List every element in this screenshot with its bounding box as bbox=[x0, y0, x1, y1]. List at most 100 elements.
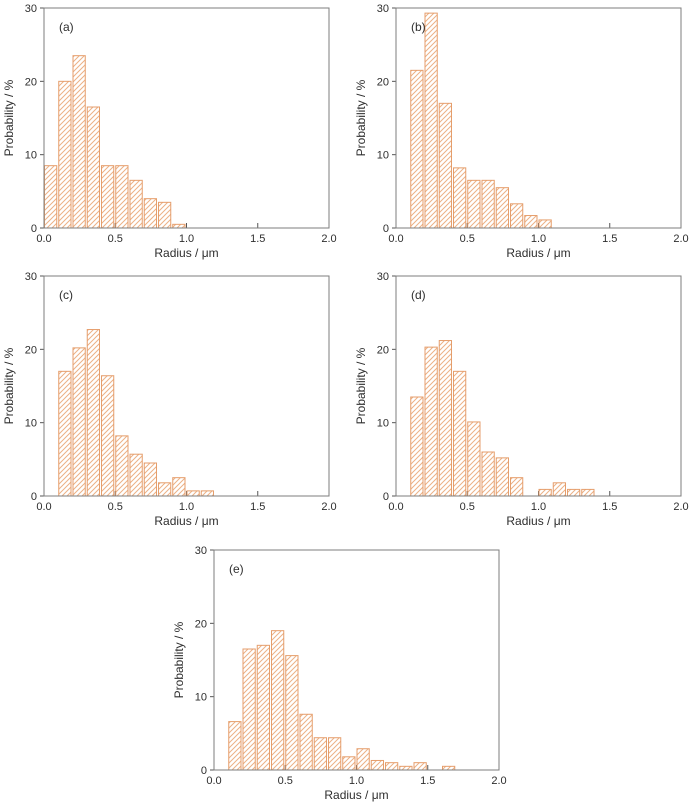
histogram-bar bbox=[72, 55, 86, 229]
y-axis-label: Probability / % bbox=[2, 347, 16, 424]
x-axis-label: Radius / μm bbox=[154, 246, 218, 260]
histogram-bar bbox=[72, 347, 86, 497]
x-tick-label: 1.0 bbox=[531, 501, 546, 513]
histogram-bar bbox=[467, 179, 481, 229]
x-tick-label: 0.0 bbox=[36, 233, 51, 245]
histogram-bar bbox=[495, 457, 509, 497]
histogram-bar bbox=[552, 482, 566, 497]
x-tick-label: 1.5 bbox=[602, 501, 617, 513]
histogram-bar bbox=[410, 396, 424, 497]
y-tick-label: 0 bbox=[201, 765, 207, 777]
histogram-bar bbox=[115, 165, 129, 229]
histogram-bar bbox=[172, 223, 186, 229]
histogram-bar bbox=[172, 477, 186, 497]
panel-label: (c) bbox=[59, 288, 73, 302]
x-tick-label: 2.0 bbox=[673, 501, 688, 513]
histogram-bar bbox=[44, 165, 58, 229]
histogram-bar bbox=[86, 329, 100, 497]
x-tick-label: 1.5 bbox=[250, 233, 265, 245]
histogram-bar bbox=[524, 215, 538, 229]
panel-c: 0.0 0.5 1.0 1.5 2.0 0 10 20 30 Radius / μm Probabi… bbox=[0, 268, 346, 530]
plot-frame bbox=[395, 275, 682, 497]
y-tick-label: 10 bbox=[377, 150, 389, 162]
histogram-bar bbox=[567, 488, 581, 497]
y-tick-label: 20 bbox=[195, 618, 207, 630]
y-tick-label: 0 bbox=[383, 491, 389, 503]
histogram-bar bbox=[481, 451, 495, 497]
histogram-bar bbox=[242, 648, 256, 771]
histogram-bar bbox=[453, 370, 467, 497]
y-tick-label: 10 bbox=[25, 418, 37, 430]
x-tick-label: 0.0 bbox=[388, 233, 403, 245]
histogram-bar bbox=[370, 759, 384, 771]
histogram-svg-e: 0.0 0.5 1.0 1.5 2.0 0 10 20 30 Radius / μm Probabi… bbox=[172, 545, 507, 802]
histogram-bar bbox=[510, 477, 524, 497]
x-tick-label: 1.5 bbox=[420, 775, 435, 787]
x-tick-label: 0.0 bbox=[206, 775, 221, 787]
histogram-bar bbox=[86, 106, 100, 229]
histogram-bar bbox=[143, 198, 157, 229]
histogram-bar bbox=[313, 737, 327, 771]
histogram-bar bbox=[186, 490, 200, 497]
y-tick-label: 30 bbox=[377, 3, 389, 15]
y-axis-label: Probability / % bbox=[172, 621, 186, 698]
x-tick-label: 0.5 bbox=[278, 775, 293, 787]
plot-frame bbox=[213, 549, 500, 771]
y-tick-label: 10 bbox=[25, 150, 37, 162]
histogram-bar bbox=[228, 721, 242, 771]
plot-frame bbox=[43, 275, 330, 497]
y-tick-label: 10 bbox=[195, 692, 207, 704]
y-tick-label: 30 bbox=[195, 545, 207, 557]
x-tick-label: 1.0 bbox=[179, 501, 194, 513]
histogram-bar bbox=[58, 370, 72, 497]
histogram-bar bbox=[129, 179, 143, 229]
x-tick-label: 1.0 bbox=[179, 233, 194, 245]
x-tick-label: 2.0 bbox=[673, 233, 688, 245]
panel-b: 0.0 0.5 1.0 1.5 2.0 0 10 20 30 Radius / μm Probabi… bbox=[352, 0, 698, 262]
y-tick-label: 20 bbox=[25, 76, 37, 88]
x-axis-label: Radius / μm bbox=[154, 514, 218, 528]
histogram-bar bbox=[413, 762, 427, 771]
panel-label: (b) bbox=[411, 20, 426, 34]
histogram-bar bbox=[424, 346, 438, 497]
x-tick-label: 0.0 bbox=[36, 501, 51, 513]
y-tick-label: 20 bbox=[377, 344, 389, 356]
histogram-bar bbox=[101, 375, 115, 497]
histogram-bar bbox=[495, 187, 509, 229]
histogram-bar bbox=[424, 12, 438, 229]
histogram-bar bbox=[399, 765, 413, 771]
histogram-bar bbox=[438, 340, 452, 497]
histogram-bar bbox=[510, 203, 524, 229]
histogram-bar bbox=[101, 165, 115, 229]
panel-d: 0.0 0.5 1.0 1.5 2.0 0 10 20 30 Radius / μm Probabi… bbox=[352, 268, 698, 530]
histogram-bar bbox=[581, 488, 595, 497]
histogram-bar bbox=[481, 179, 495, 229]
x-axis-label: Radius / μm bbox=[506, 246, 570, 260]
histogram-bar bbox=[115, 435, 129, 497]
histogram-bar bbox=[538, 488, 552, 497]
y-tick-label: 0 bbox=[31, 491, 37, 503]
histogram-bar bbox=[256, 644, 270, 771]
x-tick-label: 1.5 bbox=[602, 233, 617, 245]
plot-frame bbox=[43, 7, 330, 229]
y-tick-label: 20 bbox=[377, 76, 389, 88]
x-tick-label: 2.0 bbox=[321, 501, 336, 513]
panel-a: 0.0 0.5 1.0 1.5 2.0 0 10 20 30 Radius / μm Probabi… bbox=[0, 0, 346, 262]
histogram-bar bbox=[438, 102, 452, 229]
histogram-bar bbox=[342, 756, 356, 771]
histogram-bar bbox=[538, 219, 552, 229]
histogram-bar bbox=[285, 655, 299, 771]
histogram-bar bbox=[453, 167, 467, 229]
histogram-svg-b: 0.0 0.5 1.0 1.5 2.0 0 10 20 30 Radius / μm Probabi… bbox=[354, 3, 689, 260]
x-tick-label: 0.0 bbox=[388, 501, 403, 513]
panel-label: (e) bbox=[229, 562, 244, 576]
x-tick-label: 2.0 bbox=[321, 233, 336, 245]
x-tick-label: 0.5 bbox=[460, 233, 475, 245]
histogram-bar bbox=[467, 421, 481, 497]
panel-e: 0.0 0.5 1.0 1.5 2.0 0 10 20 30 Radius / μm Probabi… bbox=[170, 542, 516, 804]
histogram-bar bbox=[328, 737, 342, 771]
x-tick-label: 0.5 bbox=[108, 233, 123, 245]
histogram-svg-a: 0.0 0.5 1.0 1.5 2.0 0 10 20 30 Radius / μm Probabi… bbox=[2, 3, 337, 260]
histogram-bar bbox=[271, 630, 285, 771]
